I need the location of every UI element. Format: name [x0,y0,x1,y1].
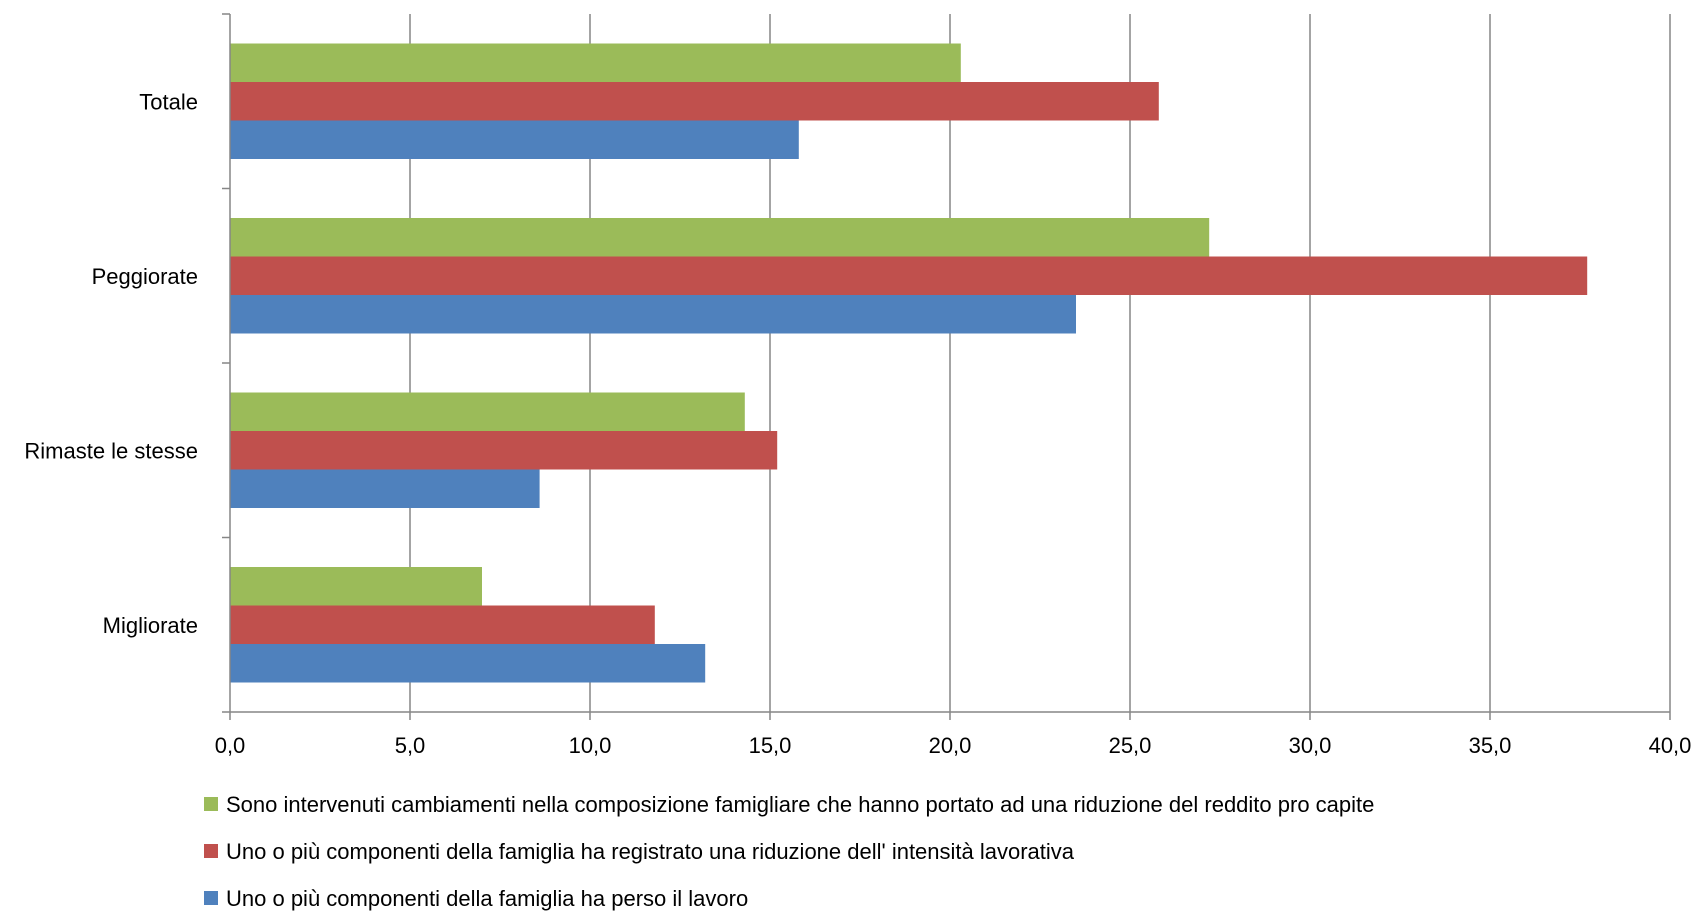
bar-rimaste-le-stesse-series-2 [230,431,778,470]
bar-peggiorate-series-1 [230,218,1210,257]
bar-totale-series-3 [230,120,799,159]
x-tick-label: 40,0 [1649,733,1692,758]
category-label-rimaste-le-stesse: Rimaste le stesse [24,438,198,463]
legend-label-1: Sono intervenuti cambiamenti nella compo… [226,792,1374,817]
x-tick-label: 25,0 [1109,733,1152,758]
legend-swatch-2 [204,844,218,858]
legend: Sono intervenuti cambiamenti nella compo… [204,792,1374,911]
legend-label-3: Uno o più componenti della famiglia ha p… [226,886,748,911]
bar-migliorate-series-3 [230,644,706,683]
category-label-migliorate: Migliorate [103,613,198,638]
x-tick-label: 5,0 [395,733,426,758]
legend-label-2: Uno o più componenti della famiglia ha r… [226,839,1075,864]
x-tick-label: 10,0 [569,733,612,758]
legend-swatch-1 [204,797,218,811]
axes [222,13,1671,720]
x-tick-label: 30,0 [1289,733,1332,758]
x-tick-label: 35,0 [1469,733,1512,758]
bar-peggiorate-series-2 [230,256,1588,295]
labels: 0,0 5,0 10,0 15,0 20,0 25,0 30,0 35,0 40,0 Totale… [24,89,1691,758]
x-tick-label: 15,0 [749,733,792,758]
bar-peggiorate-series-3 [230,295,1076,334]
bar-totale-series-2 [230,82,1159,121]
bar-rimaste-le-stesse-series-1 [230,392,745,431]
x-tick-label: 20,0 [929,733,972,758]
bar-migliorate-series-1 [230,567,482,606]
category-label-totale: Totale [139,89,198,114]
bars [230,43,1588,683]
bar-migliorate-series-2 [230,605,655,644]
legend-swatch-3 [204,891,218,905]
category-label-peggiorate: Peggiorate [92,264,198,289]
x-tick-label: 0,0 [215,733,246,758]
bar-rimaste-le-stesse-series-3 [230,469,540,508]
bar-totale-series-1 [230,43,961,82]
